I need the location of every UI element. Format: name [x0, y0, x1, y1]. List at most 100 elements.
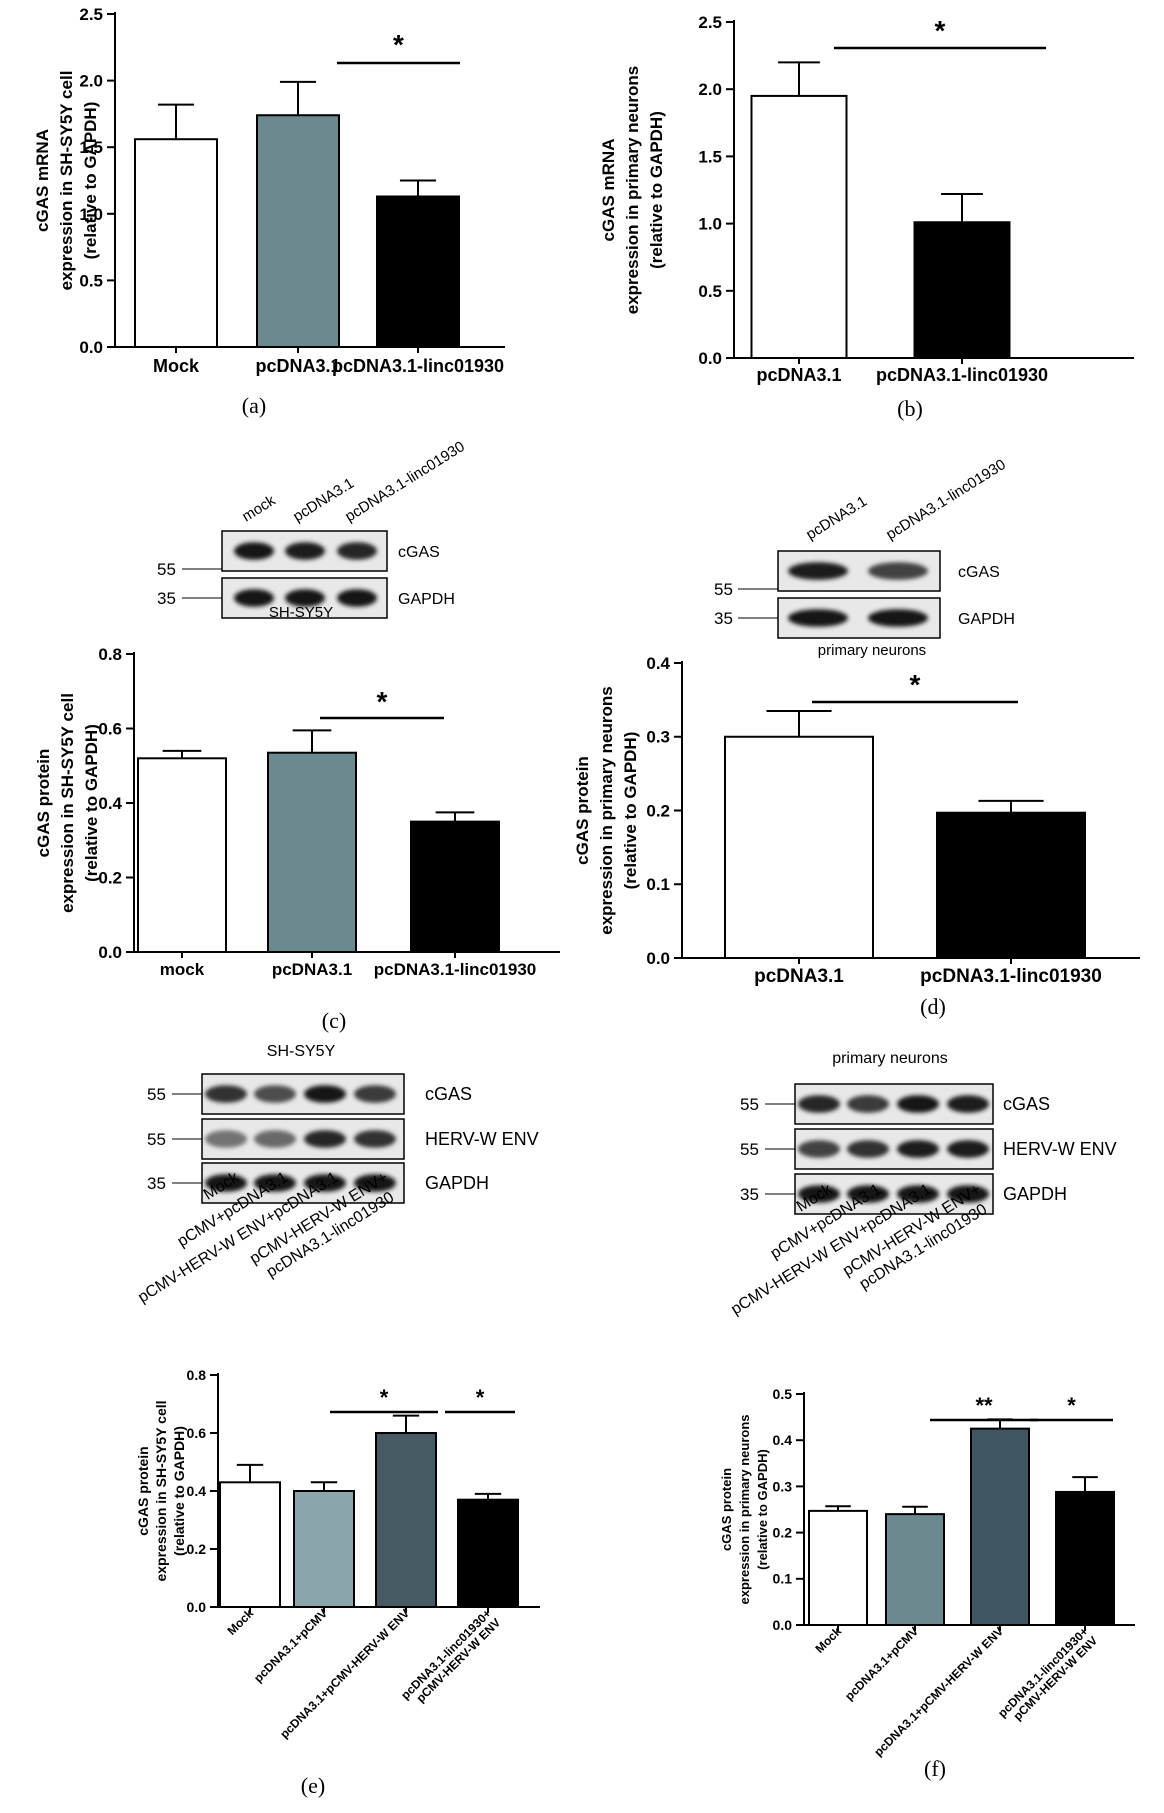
chart-d: 0.0 0.1 0.2 0.3 0.4 pcDNA3.1 pcDNA3.1-linc0193…	[573, 654, 1140, 1019]
x-category-label-line: pcDNA3.1-linc01930+	[398, 1606, 494, 1702]
chart-a: 0.0 0.5 1.0 1.5 2.0 2.5 Mock pcDNA3.1pcDNA3.1-l…	[33, 5, 505, 418]
y-tick-label: 2.0	[698, 80, 722, 99]
x-category-label: pcDNA3.1-linc01930	[332, 356, 504, 376]
molecular-weight-marker: 35	[740, 1185, 759, 1204]
x-category-label: mock	[160, 960, 205, 979]
blot-band	[847, 1185, 889, 1203]
blot-lane-label: pcDNA3.1-linc01930	[342, 438, 468, 525]
y-axis-label: expression in primary neurons	[597, 686, 616, 934]
y-tick-label: 0.4	[98, 794, 122, 813]
y-tick-label: 0.1	[646, 875, 670, 894]
blot-band	[337, 542, 377, 560]
y-tick-label: 1.5	[698, 147, 722, 166]
blot-band	[847, 1140, 889, 1158]
y-tick-label: 0.2	[773, 1525, 793, 1541]
blot-row-label: cGAS	[1003, 1094, 1050, 1114]
y-tick-label: 0.8	[187, 1367, 207, 1383]
y-axis-label: (relative to GAPDH)	[647, 111, 666, 269]
chart-e: 0.00.20.40.60.8MockpcDNA3.1+pCMVpcDNA3.1…	[135, 1367, 540, 1798]
x-category-label: pcDNA3.1	[756, 365, 841, 385]
y-tick-label: 0.0	[187, 1599, 207, 1615]
x-category-label: pcDNA3.1+pCMV-HERV-W ENV	[277, 1606, 412, 1741]
blot-caption: primary neurons	[832, 1050, 948, 1067]
blot-row-label: HERV-W ENV	[1003, 1139, 1117, 1159]
significance-label: *	[476, 1385, 485, 1410]
blot-band	[234, 542, 274, 560]
y-axis-label: (relative to GAPDH)	[82, 724, 101, 882]
y-axis-label: cGAS mRNA	[599, 139, 618, 242]
x-category-label: pcDNA3.1-linc01930+pCMV-HERV-W ENV	[398, 1606, 503, 1711]
blot-band	[788, 609, 848, 627]
x-category-label: pcDNA3.1+pCMV	[251, 1606, 330, 1685]
x-category-label: pcDNA3.1-linc01930	[374, 960, 537, 979]
molecular-weight-marker: 55	[147, 1130, 166, 1149]
blot-band	[798, 1095, 840, 1113]
x-category-label: pcDNA3.1	[255, 356, 340, 376]
blot-row-label: GAPDH	[958, 611, 1015, 628]
y-tick-label: 0.0	[98, 943, 122, 962]
bar	[410, 820, 500, 953]
blot-band	[205, 1174, 247, 1192]
significance-label: *	[910, 669, 921, 700]
blot-band	[354, 1130, 396, 1148]
y-tick-label: 0.2	[187, 1541, 207, 1557]
blot-band	[947, 1095, 989, 1113]
molecular-weight-marker: 35	[714, 609, 733, 628]
panel-label: (f)	[924, 1756, 946, 1781]
panel-label: (c)	[322, 1008, 346, 1033]
y-tick-label: 0.0	[698, 349, 722, 368]
x-category-label-line: pCMV-HERV-W ENV	[413, 1615, 503, 1705]
y-tick-label: 0.5	[698, 282, 722, 301]
molecular-weight-marker: 35	[157, 589, 176, 608]
blot-band	[947, 1185, 989, 1203]
y-axis-label: (relative to GAPDH)	[81, 102, 100, 260]
y-axis-label: expression in primary neurons	[623, 66, 642, 314]
x-category-label-line: pCMV-HERV-W ENV	[1010, 1633, 1100, 1723]
blot-band	[234, 589, 274, 607]
blot-row-label: GAPDH	[398, 591, 455, 608]
chart-b: 0.0 0.5 1.0 1.5 2.0 2.5 pcDNA3.1 pcDNA3.1-linc0…	[599, 13, 1134, 421]
x-category-label: pcDNA3.1-linc01930	[876, 365, 1048, 385]
bar	[750, 94, 848, 359]
blot-band	[254, 1130, 296, 1148]
bar	[936, 811, 1086, 960]
bar	[267, 751, 357, 954]
blot-lane-label: mock	[239, 492, 279, 526]
y-axis-label: (relative to GAPDH)	[621, 732, 640, 890]
molecular-weight-marker: 55	[157, 560, 176, 579]
y-axis-label: expression in SH-SY5Y cell	[153, 1400, 169, 1581]
y-tick-label: 0.0	[79, 338, 103, 357]
y-tick-label: 0.4	[187, 1483, 207, 1499]
y-axis-label: cGAS protein	[573, 756, 592, 865]
blot-band	[304, 1174, 346, 1192]
blot-band	[205, 1130, 247, 1148]
y-tick-label: 0.2	[646, 801, 670, 820]
y-tick-label: 0.5	[773, 1386, 793, 1402]
bar	[808, 1509, 868, 1626]
y-tick-label: 0.0	[773, 1617, 793, 1633]
blot-lane-label: pcDNA3.1	[803, 493, 870, 544]
y-tick-label: 0.5	[79, 271, 103, 290]
bar	[885, 1513, 945, 1626]
y-tick-label: 0.4	[773, 1432, 793, 1448]
bar	[970, 1427, 1030, 1627]
molecular-weight-marker: 55	[740, 1095, 759, 1114]
blot-row-label: HERV-W ENV	[425, 1129, 539, 1149]
x-category-label: pcDNA3.1+pCMV	[842, 1624, 921, 1703]
x-category-label-line: pcDNA3.1-linc01930+	[995, 1624, 1091, 1720]
blot-band	[354, 1174, 396, 1192]
blot-band	[788, 562, 848, 580]
blot-band	[868, 562, 928, 580]
y-tick-label: 2.5	[79, 5, 103, 24]
blot-caption: SH-SY5Y	[269, 604, 333, 621]
x-category-label: Mock	[225, 1606, 257, 1638]
y-axis-label: (relative to GAPDH)	[755, 1449, 770, 1570]
blot-row-label: GAPDH	[425, 1173, 489, 1193]
y-tick-label: 0.2	[98, 868, 122, 887]
blot-band	[254, 1174, 296, 1192]
y-tick-label: 1.0	[79, 205, 103, 224]
blot-row-label: cGAS	[425, 1084, 472, 1104]
